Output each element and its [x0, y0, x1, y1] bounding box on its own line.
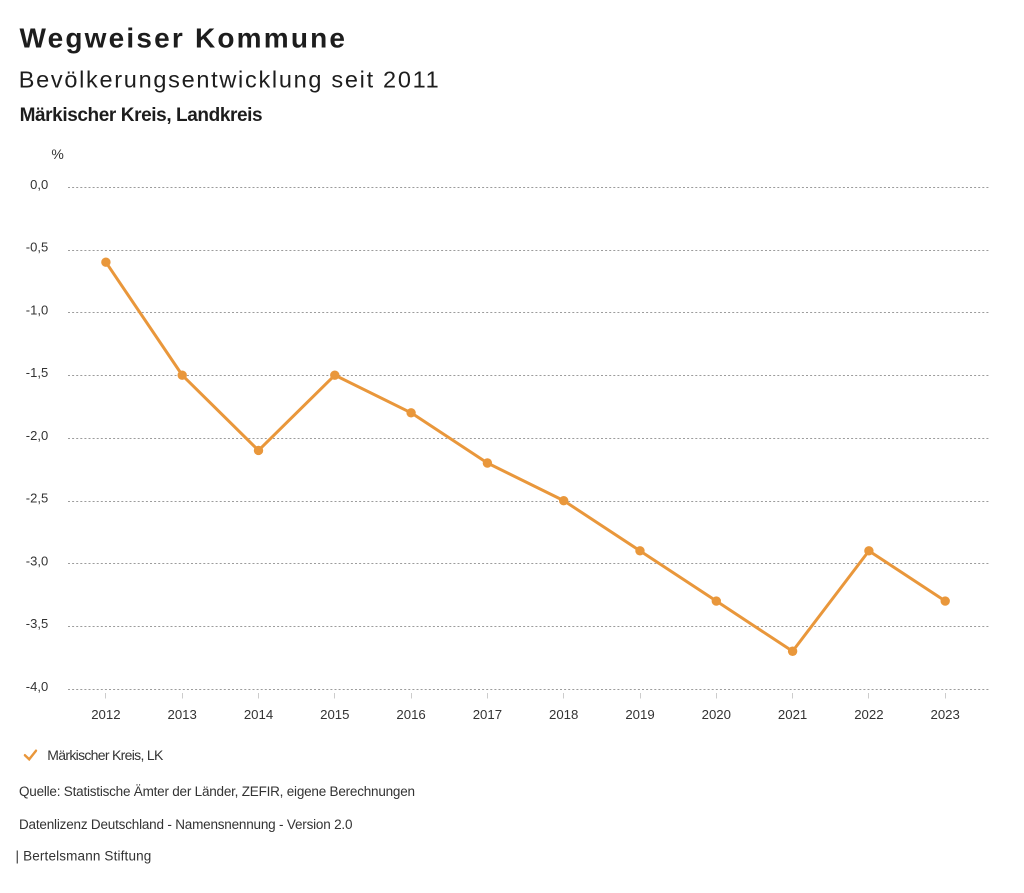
svg-text:-1,0: -1,0 — [26, 302, 48, 317]
svg-text:Märkischer Kreis, LK: Märkischer Kreis, LK — [47, 747, 164, 763]
svg-text:2018: 2018 — [549, 707, 578, 722]
svg-text:0,0: 0,0 — [30, 177, 48, 192]
svg-text:-0,5: -0,5 — [26, 240, 48, 255]
svg-text:Bevölkerungsentwicklung seit 2: Bevölkerungsentwicklung seit 2011 — [19, 67, 439, 93]
svg-text:2020: 2020 — [702, 707, 731, 722]
svg-text:2014: 2014 — [244, 707, 273, 722]
svg-text:2023: 2023 — [931, 707, 960, 722]
svg-text:Datenlizenz Deutschland - Name: Datenlizenz Deutschland - Namensnennung … — [19, 817, 353, 832]
svg-text:Märkischer Kreis, Landkreis: Märkischer Kreis, Landkreis — [20, 105, 263, 126]
svg-text:-4,0: -4,0 — [26, 679, 48, 694]
svg-text:%: % — [51, 146, 63, 162]
svg-text:-1,5: -1,5 — [26, 365, 48, 380]
svg-text:| Bertelsmann Stiftung: | Bertelsmann Stiftung — [16, 849, 152, 864]
svg-text:-3,0: -3,0 — [26, 553, 48, 568]
svg-text:2017: 2017 — [473, 707, 502, 722]
svg-text:-3,5: -3,5 — [26, 616, 48, 631]
svg-text:-2,5: -2,5 — [26, 491, 48, 506]
svg-text:2021: 2021 — [778, 707, 807, 722]
svg-text:Quelle: Statistische Ämter der: Quelle: Statistische Ämter der Länder, Z… — [19, 784, 415, 799]
svg-text:2013: 2013 — [168, 707, 197, 722]
svg-text:-2,0: -2,0 — [26, 428, 48, 443]
svg-text:2015: 2015 — [320, 707, 349, 722]
svg-text:2019: 2019 — [625, 707, 654, 722]
svg-text:2022: 2022 — [854, 707, 883, 722]
svg-text:2012: 2012 — [91, 707, 120, 722]
svg-text:2016: 2016 — [396, 707, 425, 722]
svg-text:Wegweiser Kommune: Wegweiser Kommune — [20, 22, 346, 53]
